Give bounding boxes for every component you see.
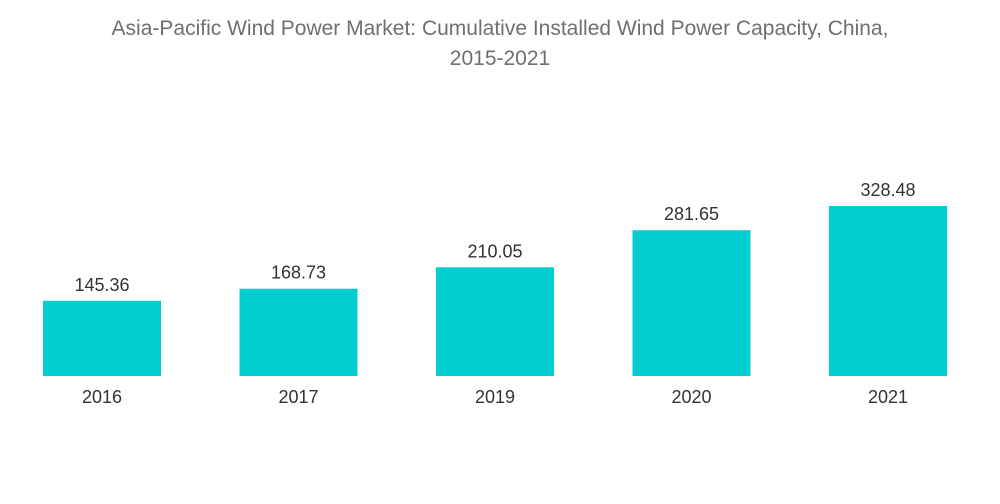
value-label-2020: 281.65 — [664, 204, 719, 224]
x-tick-label-2016: 2016 — [82, 387, 122, 407]
value-label-2016: 145.36 — [74, 275, 129, 295]
x-tick-label-2019: 2019 — [475, 387, 515, 407]
x-tick-label-2021: 2021 — [868, 387, 908, 407]
chart-title: Asia-Pacific Wind Power Market: Cumulati… — [0, 14, 1000, 74]
bar-2016 — [43, 300, 161, 376]
value-label-2019: 210.05 — [467, 241, 522, 261]
bar-2017 — [239, 288, 358, 376]
x-tick-label-2017: 2017 — [278, 387, 318, 407]
bar-2021 — [829, 206, 947, 376]
bar-2019 — [436, 267, 554, 376]
value-label-2021: 328.48 — [860, 180, 915, 200]
chart-title-line-1: Asia-Pacific Wind Power Market: Cumulati… — [111, 17, 889, 40]
value-label-2017: 168.73 — [271, 263, 326, 283]
x-tick-label-2020: 2020 — [671, 387, 711, 407]
bar-2020 — [632, 230, 751, 376]
chart-title-line-2: 2015-2021 — [449, 47, 551, 70]
